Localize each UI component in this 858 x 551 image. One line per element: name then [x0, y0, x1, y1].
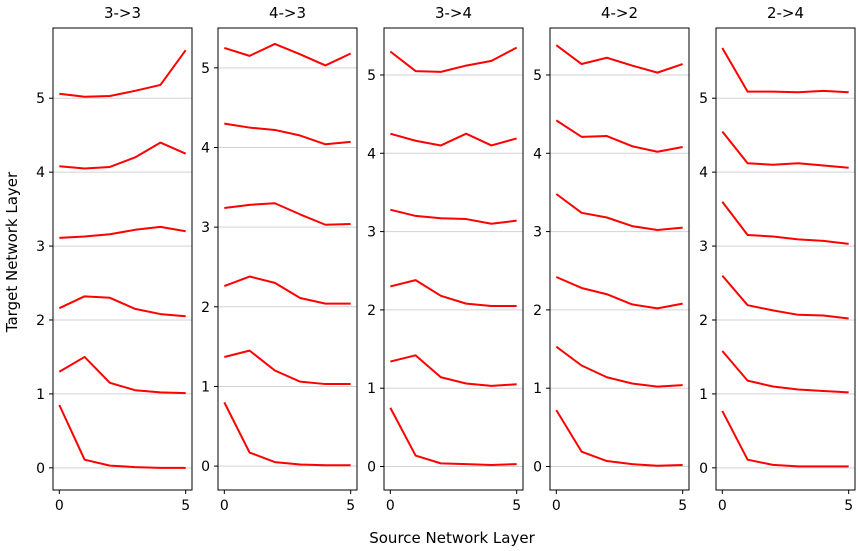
series-line-6 [389, 46, 518, 73]
y-tick-label: 5 [36, 91, 45, 107]
series-line-3 [58, 295, 186, 318]
axes-frame [217, 27, 358, 491]
y-tick-label: 0 [533, 460, 542, 476]
subplot-title: 3->3 [104, 4, 141, 22]
y-tick-label: 4 [36, 165, 45, 181]
axes-frame [52, 27, 193, 491]
y-tick-label: 1 [36, 387, 45, 403]
series-line-5 [555, 119, 683, 153]
series-line-3 [223, 275, 351, 305]
series-line-1 [223, 401, 351, 467]
y-tick-label: 5 [367, 68, 376, 84]
y-tick-label: 0 [36, 461, 45, 477]
x-tick-label: 5 [512, 498, 521, 514]
x-tick-label: 0 [220, 498, 229, 514]
y-tick-label: 2 [699, 313, 708, 329]
x-tick-label: 5 [181, 498, 190, 514]
y-tick-label: 4 [699, 165, 708, 181]
series-line-3 [555, 276, 683, 310]
y-tick-label: 2 [201, 300, 210, 316]
y-tick-label: 3 [699, 239, 708, 255]
y-tick-label: 0 [699, 461, 708, 477]
series-line-6 [721, 47, 849, 94]
y-tick-label: 3 [367, 225, 376, 241]
y-tick-label: 2 [533, 303, 542, 319]
subplot-title: 2->4 [767, 4, 804, 22]
subplot-panels: 0 1 2 3 4 5 0 5 3->3 0 1 2 3 4 5 0 5 4->3 0 1 2 3 4 5 0 5 3->4 0 1 2 3… [36, 4, 856, 514]
y-tick-label: 1 [699, 387, 708, 403]
y-tick-label: 4 [201, 140, 210, 156]
subplot-4: 0 1 2 3 4 5 0 5 4->2 [533, 4, 690, 514]
subplot-1: 0 1 2 3 4 5 0 5 3->3 [36, 4, 193, 514]
y-tick-label: 0 [201, 459, 210, 475]
y-tick-label: 2 [36, 313, 45, 329]
x-tick-label: 0 [55, 498, 64, 514]
series-line-4 [555, 193, 683, 232]
series-line-4 [59, 225, 186, 239]
y-tick-label: 3 [533, 225, 542, 241]
subplot-title: 4->2 [601, 4, 638, 22]
y-tick-label: 2 [367, 303, 376, 319]
series-line-6 [224, 42, 352, 67]
series-line-1 [58, 404, 186, 469]
y-tick-label: 1 [533, 381, 542, 397]
axes-frame [383, 27, 524, 491]
figure-y-label: Target Network Layer [3, 171, 21, 333]
series-line-2 [224, 349, 351, 386]
x-tick-label: 0 [386, 498, 395, 514]
series-line-6 [555, 44, 684, 74]
figure-x-label: Source Network Layer [369, 529, 535, 547]
series-line-5 [390, 132, 517, 147]
series-line-4 [390, 208, 517, 225]
series-line-3 [721, 274, 849, 320]
y-tick-label: 1 [201, 379, 210, 395]
series-line-4 [224, 202, 351, 226]
y-tick-label: 1 [367, 381, 376, 397]
y-tick-label: 3 [36, 239, 45, 255]
x-tick-label: 5 [678, 498, 687, 514]
y-tick-label: 3 [201, 220, 210, 236]
series-line-2 [390, 354, 517, 387]
subplot-title: 4->3 [269, 4, 306, 22]
series-line-3 [390, 279, 517, 307]
subplot-3: 0 1 2 3 4 5 0 5 3->4 [367, 4, 524, 514]
series-line-4 [721, 201, 849, 245]
axes-frame [715, 27, 856, 491]
y-tick-label: 4 [367, 146, 376, 162]
x-tick-label: 0 [718, 498, 727, 514]
series-line-2 [555, 345, 683, 388]
series-line-1 [389, 407, 517, 466]
series-line-5 [59, 141, 187, 170]
series-line-1 [555, 409, 683, 467]
x-tick-label: 0 [552, 498, 561, 514]
axes-frame [549, 27, 690, 491]
series-line-5 [721, 130, 849, 169]
y-tick-label: 4 [533, 146, 542, 162]
subplot-title: 3->4 [435, 4, 472, 22]
x-tick-label: 5 [844, 498, 853, 514]
series-line-6 [59, 49, 187, 98]
y-tick-label: 5 [533, 68, 542, 84]
series-line-5 [224, 122, 351, 146]
subplot-5: 0 1 2 3 4 5 0 5 2->4 [699, 4, 856, 514]
series-line-1 [721, 410, 849, 468]
series-line-2 [58, 355, 186, 395]
y-tick-label: 5 [699, 91, 708, 107]
y-tick-label: 0 [367, 460, 376, 476]
subplot-2: 0 1 2 3 4 5 0 5 4->3 [201, 4, 358, 514]
y-tick-label: 5 [201, 61, 210, 77]
series-line-2 [721, 350, 849, 394]
x-tick-label: 5 [346, 498, 355, 514]
